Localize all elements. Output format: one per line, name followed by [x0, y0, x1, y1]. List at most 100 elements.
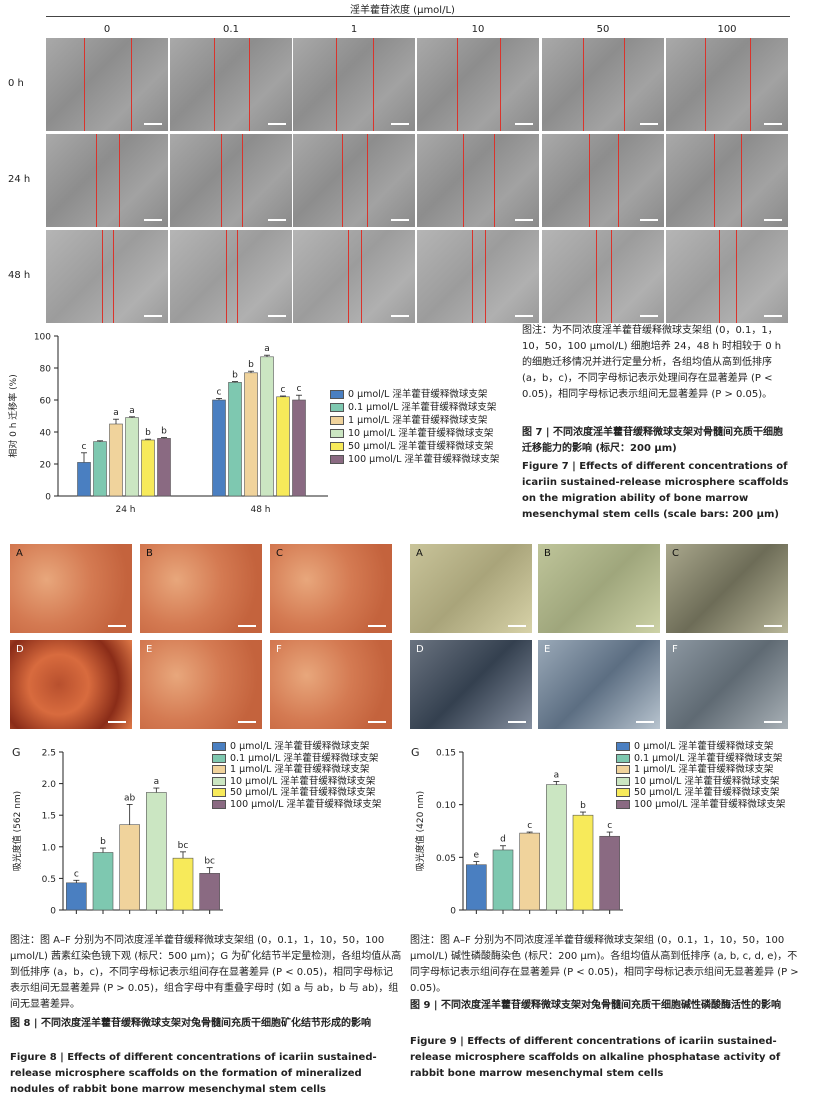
- wound-edge-outline: [457, 38, 501, 131]
- scale-bar: [144, 219, 162, 221]
- panel-label: G: [12, 746, 21, 759]
- fig8-caption-en: Figure 8 | Effects of different concentr…: [10, 1052, 377, 1095]
- bar: [77, 462, 91, 497]
- scale-bar: [508, 721, 526, 723]
- panel-letter: B: [146, 548, 153, 559]
- fig7-column-label: 1: [350, 24, 358, 35]
- legend-swatch: [616, 765, 630, 775]
- y-tick-label: 0: [50, 907, 56, 917]
- bar: [466, 864, 487, 911]
- panel-letter: C: [276, 548, 283, 559]
- legend-swatch: [616, 799, 630, 809]
- migration-micrograph: [170, 230, 292, 323]
- scale-bar: [515, 123, 533, 125]
- migration-micrograph: [293, 230, 415, 323]
- legend-label: 50 μmol/L 淫羊藿苷缓释微球支架: [348, 441, 494, 452]
- wound-edge-outline: [214, 38, 250, 131]
- significance-letter: c: [281, 385, 286, 395]
- legend-label: 1 μmol/L 淫羊藿苷缓释微球支架: [348, 415, 488, 426]
- panel-letter: B: [544, 548, 551, 559]
- scale-bar: [515, 219, 533, 221]
- significance-letter: c: [297, 384, 302, 394]
- scale-bar: [268, 219, 286, 221]
- stain-micrograph: A: [410, 544, 532, 633]
- legend-swatch: [212, 765, 226, 775]
- y-axis-label: 吸光度值 (420 nm): [414, 791, 426, 871]
- significance-letter: a: [113, 408, 119, 418]
- scale-bar: [640, 219, 658, 221]
- legend-swatch: [212, 776, 226, 786]
- scale-bar: [268, 123, 286, 125]
- y-axis-label: 相对 0 h 迁移率 (%): [7, 374, 19, 457]
- wound-edge-outline: [583, 38, 625, 131]
- y-tick-label: 60: [40, 397, 52, 407]
- panel-letter: C: [672, 548, 679, 559]
- wound-edge-outline: [102, 230, 114, 323]
- legend-label: 0 μmol/L 淫羊藿苷缓释微球支架: [230, 741, 370, 752]
- wound-edge-outline: [336, 38, 374, 131]
- legend-label: 10 μmol/L 淫羊藿苷缓释微球支架: [348, 428, 494, 439]
- fig7-header-title: 淫羊藿苷浓度 (μmol/L): [350, 5, 455, 16]
- stain-micrograph: D: [10, 640, 132, 729]
- legend-swatch: [616, 742, 630, 752]
- legend-swatch: [616, 788, 630, 798]
- scale-bar: [238, 625, 256, 627]
- migration-micrograph: [46, 230, 168, 323]
- bar: [572, 814, 594, 911]
- migration-micrograph: [170, 134, 292, 227]
- bar: [276, 396, 290, 497]
- scale-bar: [391, 123, 409, 125]
- wound-edge-outline: [96, 134, 120, 227]
- fig8-caption-note: 图注：图 A–F 分别为不同浓度淫羊藿苷缓释微球支架组 (0，0.1，1，10，…: [10, 935, 402, 1010]
- fig8-alizarin-chart: 0 0.5 1.0 1.5 2.0 2.5 吸光度值 (562 nm) Gc b ab a bc bc: [11, 746, 223, 917]
- legend-swatch: [616, 776, 630, 786]
- bar: [546, 784, 567, 911]
- scale-bar: [391, 315, 409, 317]
- significance-letter: b: [248, 360, 254, 370]
- panel-letter: F: [276, 644, 282, 655]
- fig9-caption-note: 图注：图 A–F 分别为不同浓度淫羊藿苷缓释微球支架组 (0，0.1，1，10，…: [410, 935, 799, 994]
- wound-edge-outline: [342, 134, 368, 227]
- fig9-caption-en: Figure 9 | Effects of different concentr…: [410, 1036, 781, 1079]
- x-category-label: 48 h: [250, 505, 270, 512]
- y-tick-label: 0: [45, 493, 51, 503]
- significance-letter: d: [500, 835, 506, 845]
- fig8-caption-cn: 图 8 | 不同浓度淫羊藿苷缓释微球支架对兔骨髓间充质干细胞矿化结节形成的影响: [10, 1018, 372, 1029]
- panel-letter: D: [416, 644, 424, 655]
- y-tick-label: 80: [40, 365, 52, 375]
- wound-edge-outline: [472, 230, 486, 323]
- wound-edge-outline: [714, 134, 742, 227]
- scale-bar: [640, 315, 658, 317]
- migration-micrograph: [666, 134, 788, 227]
- migration-micrograph: [666, 230, 788, 323]
- migration-micrograph: [666, 38, 788, 131]
- wound-edge-outline: [84, 38, 132, 131]
- legend-swatch: [616, 753, 630, 763]
- bar: [492, 849, 514, 911]
- scale-bar: [508, 625, 526, 627]
- migration-micrograph: [542, 38, 664, 131]
- migration-micrograph: [293, 38, 415, 131]
- migration-micrograph: [417, 134, 539, 227]
- fig7-column-label: 50: [596, 24, 610, 35]
- wound-edge-outline: [589, 134, 619, 227]
- migration-micrograph: [417, 38, 539, 131]
- stain-micrograph: C: [666, 544, 788, 633]
- legend-label: 0.1 μmol/L 淫羊藿苷缓释微球支架: [348, 402, 497, 413]
- y-tick-label: 2.0: [42, 780, 57, 790]
- bar: [199, 873, 220, 911]
- scale-bar: [368, 625, 386, 627]
- significance-letter: a: [264, 344, 270, 354]
- significance-letter: a: [154, 777, 160, 787]
- significance-letter: b: [145, 428, 151, 438]
- wound-edge-outline: [226, 230, 238, 323]
- wound-edge-outline: [705, 38, 751, 131]
- legend-swatch: [330, 429, 344, 438]
- fig7-row-label: 24 h: [8, 173, 31, 185]
- stain-micrograph: A: [10, 544, 132, 633]
- bar: [292, 399, 306, 497]
- fig9-caption-cn: 图 9 | 不同浓度淫羊藿苷缓释微球支架对兔骨髓间充质干细胞碱性磷酸酶活性的影响: [410, 1000, 782, 1011]
- significance-letter: c: [607, 821, 612, 831]
- scale-bar: [144, 315, 162, 317]
- bar: [172, 857, 194, 911]
